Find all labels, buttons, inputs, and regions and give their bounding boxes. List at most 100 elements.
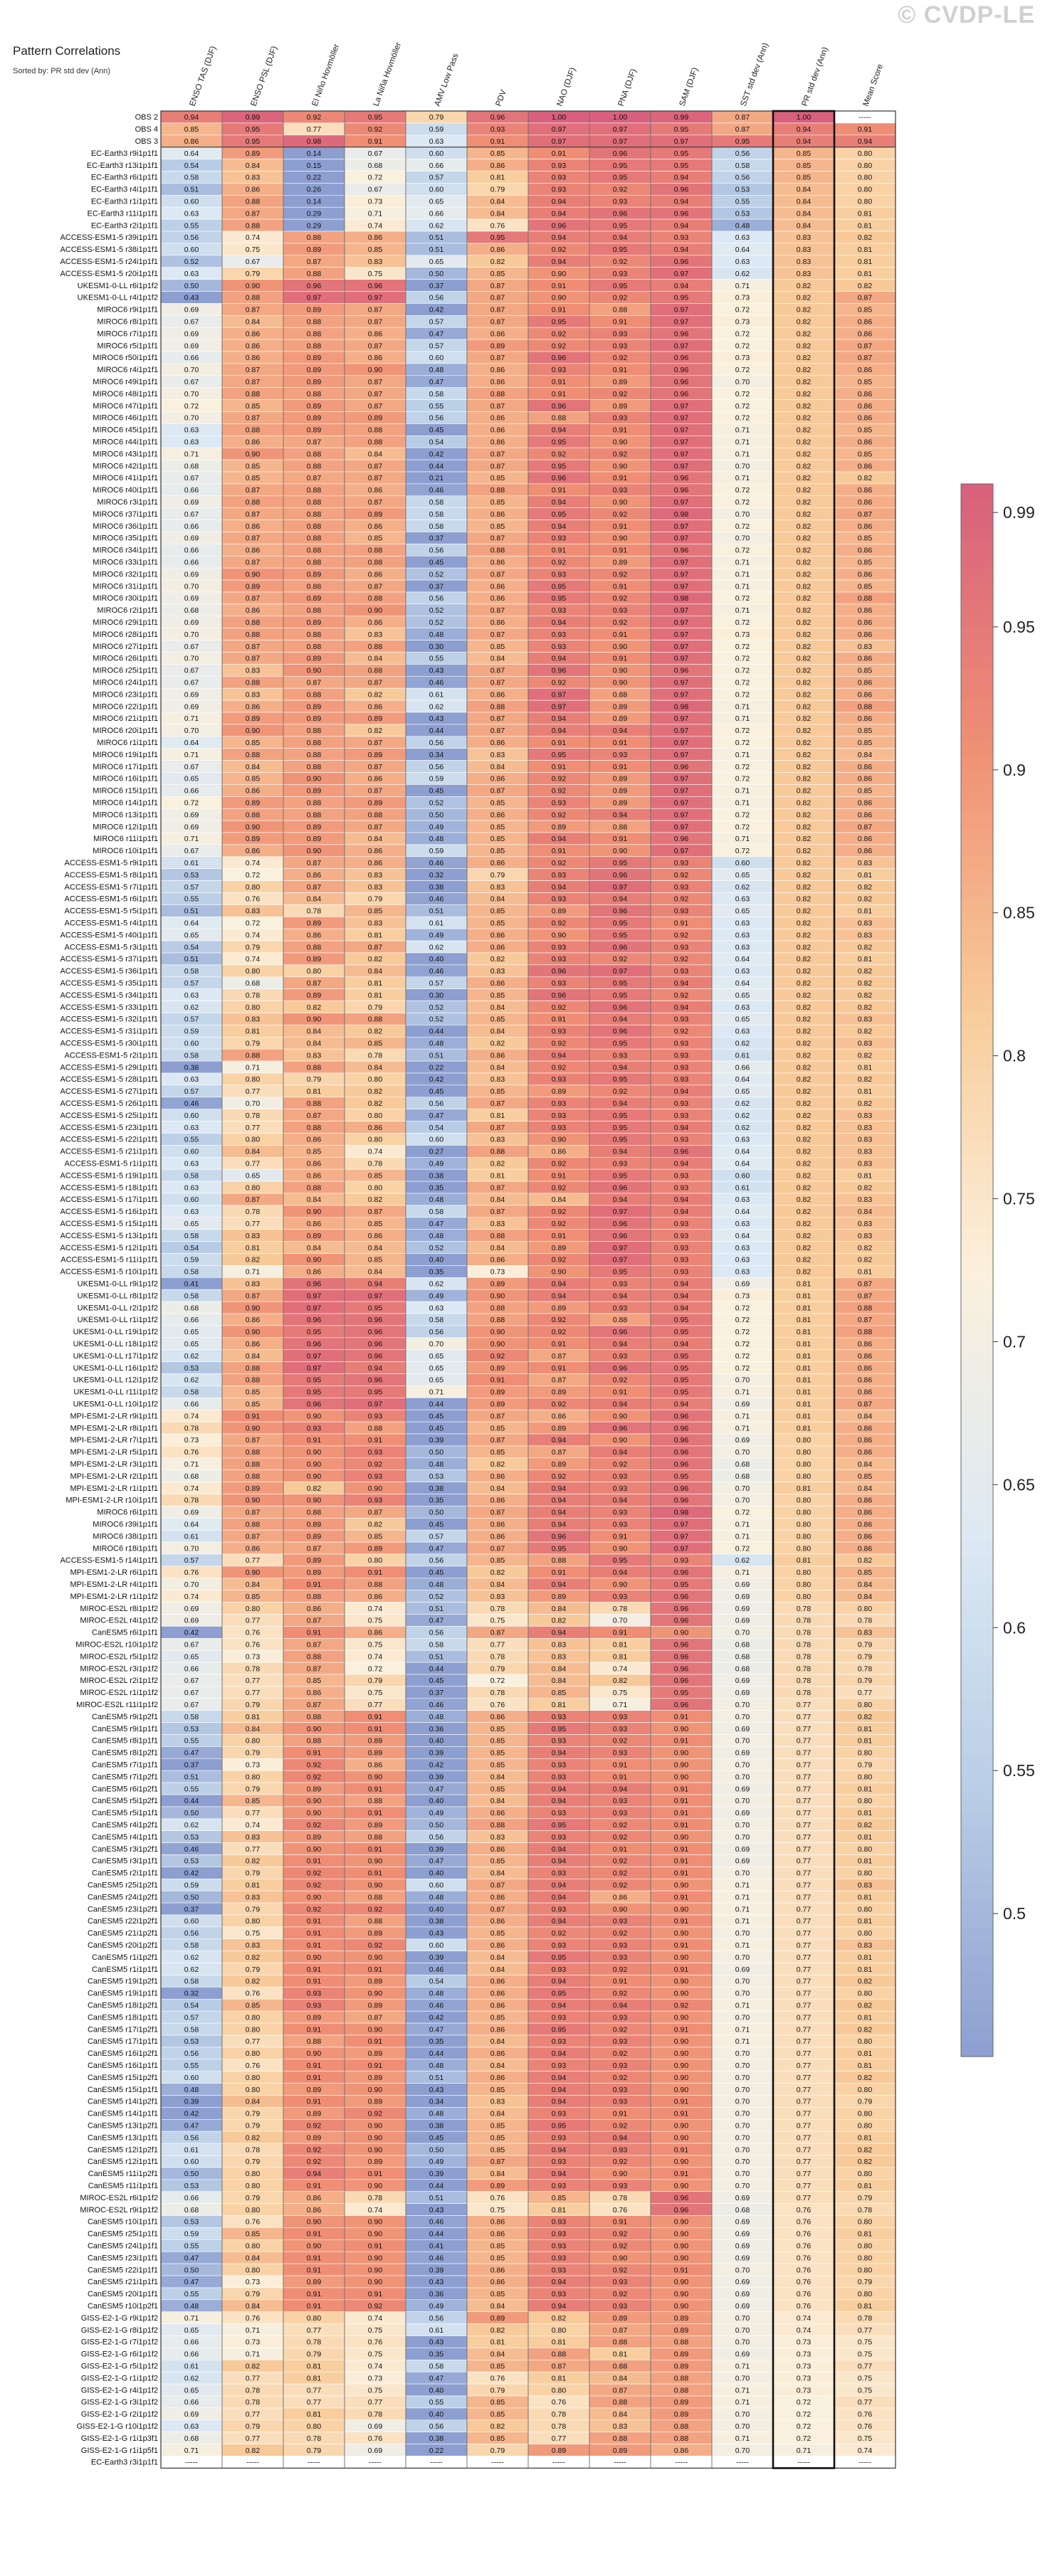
cell-value: 0.94	[552, 1893, 567, 1901]
cell-value: 0.78	[307, 2338, 322, 2347]
cell-value: 0.82	[797, 1112, 812, 1120]
cell-value: 0.96	[674, 1617, 689, 1625]
cell-value: 0.88	[307, 1509, 322, 1517]
cell-value: 0.88	[490, 486, 505, 495]
colorbar-segment	[961, 1227, 993, 1242]
row-label: MPI-ESM1-2-LR r1i1p1f2	[70, 1593, 159, 1601]
cell-value: 0.63	[184, 1183, 199, 1192]
cell-value: 0.82	[797, 1148, 812, 1156]
cell-value: 0.87	[490, 354, 505, 362]
cell-value: 0.90	[552, 1136, 567, 1144]
cell-value: 0.96	[674, 1412, 689, 1420]
cell-value: 0.87	[490, 1183, 505, 1192]
row-label: MIROC6 r45i1p1f1	[93, 426, 158, 435]
row-label: MIROC6 r39i1p1f1	[93, 1520, 158, 1529]
cell-value: 0.81	[858, 2062, 873, 2070]
cell-value: 0.70	[735, 1953, 750, 1962]
cell-value: 0.93	[552, 1099, 567, 1108]
cell-value: 0.42	[429, 2013, 444, 2022]
cell-value: 0.47	[429, 1617, 444, 1625]
cell-value: 0.81	[797, 1424, 812, 1432]
cell-value: 0.96	[552, 967, 567, 976]
cell-value: 0.85	[858, 582, 873, 591]
cell-value: 0.82	[797, 462, 812, 470]
cell-value: 0.94	[674, 1279, 689, 1288]
cell-value: 0.89	[613, 402, 628, 411]
cell-value: 0.88	[307, 270, 322, 278]
cell-value: 0.69	[184, 342, 199, 350]
cell-value: 0.81	[613, 1640, 628, 1649]
colorbar-segment	[961, 855, 993, 871]
cell-value: 0.92	[307, 1761, 322, 1769]
cell-value: 0.82	[858, 1051, 873, 1060]
cell-value: 0.85	[858, 306, 873, 315]
cell-value: 0.39	[429, 1845, 444, 1854]
cell-value: 0.80	[246, 2266, 261, 2274]
row-label: GISS-E2-1-G r10i1p1f2	[77, 2422, 158, 2431]
row-label: MIROC6 r2i1p1f1	[97, 606, 158, 615]
cell-value: 0.71	[184, 2446, 199, 2455]
cell-value: 0.91	[552, 486, 567, 495]
cell-value: 0.92	[613, 1929, 628, 1938]
cell-value: 0.87	[246, 1195, 261, 1204]
cell-value: 0.80	[307, 2422, 322, 2431]
row-label: CanESM5 r16i1p1f1	[88, 2062, 158, 2070]
cell-value: 0.44	[429, 1028, 444, 1036]
cell-value: 0.77	[797, 2025, 812, 2034]
row-label: CanESM5 r5i1p1f1	[92, 1809, 158, 1817]
cell-value: 0.82	[797, 991, 812, 1000]
cell-value: 0.86	[490, 378, 505, 386]
cell-value: 0.92	[307, 2121, 322, 2130]
cell-value: 0.72	[735, 342, 750, 350]
cell-value: 0.95	[674, 1376, 689, 1385]
cell-value: 0.79	[246, 2121, 261, 2130]
cell-value: 0.83	[858, 1232, 873, 1240]
row-label: MPI-ESM1-2-LR r8i1p1f1	[70, 1424, 159, 1432]
cell-value: 0.81	[858, 270, 873, 278]
cell-value: 0.87	[490, 462, 505, 470]
cell-value: 0.86	[552, 1412, 567, 1420]
cell-value: 0.90	[674, 1881, 689, 1889]
cell-value: 0.87	[490, 1412, 505, 1420]
cell-value: 0.71	[246, 2350, 261, 2359]
cell-value: 0.91	[552, 378, 567, 386]
cell-value: 0.85	[490, 798, 505, 807]
cell-value: 0.87	[490, 1629, 505, 1637]
cell-value: 0.88	[307, 763, 322, 771]
cell-value: 0.91	[674, 2266, 689, 2274]
cell-value: 0.70	[735, 1496, 750, 1505]
cell-value: 0.81	[858, 1737, 873, 1746]
cell-value: 0.79	[307, 2350, 322, 2359]
cell-value: 0.87	[858, 1279, 873, 1288]
cell-value: 0.96	[490, 113, 505, 122]
cell-value: 0.74	[368, 2314, 383, 2323]
row-label: MPI-ESM1-2-LR r5i1p1f1	[70, 1448, 159, 1457]
cell-value: 0.72	[735, 643, 750, 651]
cell-value: 0.92	[674, 895, 689, 904]
cell-value: 0.82	[797, 558, 812, 566]
cell-value: 0.94	[184, 113, 199, 122]
cell-value: 0.89	[246, 714, 261, 723]
row-label: ACCESS-ESM1-5 r35i1p1f1	[60, 979, 158, 988]
cell-value: 0.78	[490, 1689, 505, 1697]
cell-value: 0.89	[307, 618, 322, 627]
cell-value: 0.86	[858, 438, 873, 446]
cell-value: 0.92	[307, 1869, 322, 1878]
cell-value: 0.80	[797, 1460, 812, 1469]
cell-value: 0.47	[429, 1544, 444, 1553]
cell-value: 0.72	[184, 402, 199, 411]
cell-value: 0.94	[552, 1857, 567, 1866]
cell-value: 0.71	[429, 1388, 444, 1397]
cell-value: 0.59	[184, 1881, 199, 1889]
cell-value: 0.83	[368, 919, 383, 927]
cell-value: 0.48	[184, 2086, 199, 2094]
cell-value: 0.95	[674, 1388, 689, 1397]
cell-value: 0.91	[307, 1629, 322, 1637]
cell-value: 0.60	[184, 2074, 199, 2082]
cell-value: 0.87	[368, 306, 383, 315]
cell-value: 0.90	[674, 1990, 689, 1998]
cell-value: 0.90	[368, 2025, 383, 2034]
cell-value: 0.96	[368, 282, 383, 290]
cell-value: 0.88	[307, 1063, 322, 1072]
row-label: MIROC6 r10i1p1f1	[93, 847, 158, 855]
